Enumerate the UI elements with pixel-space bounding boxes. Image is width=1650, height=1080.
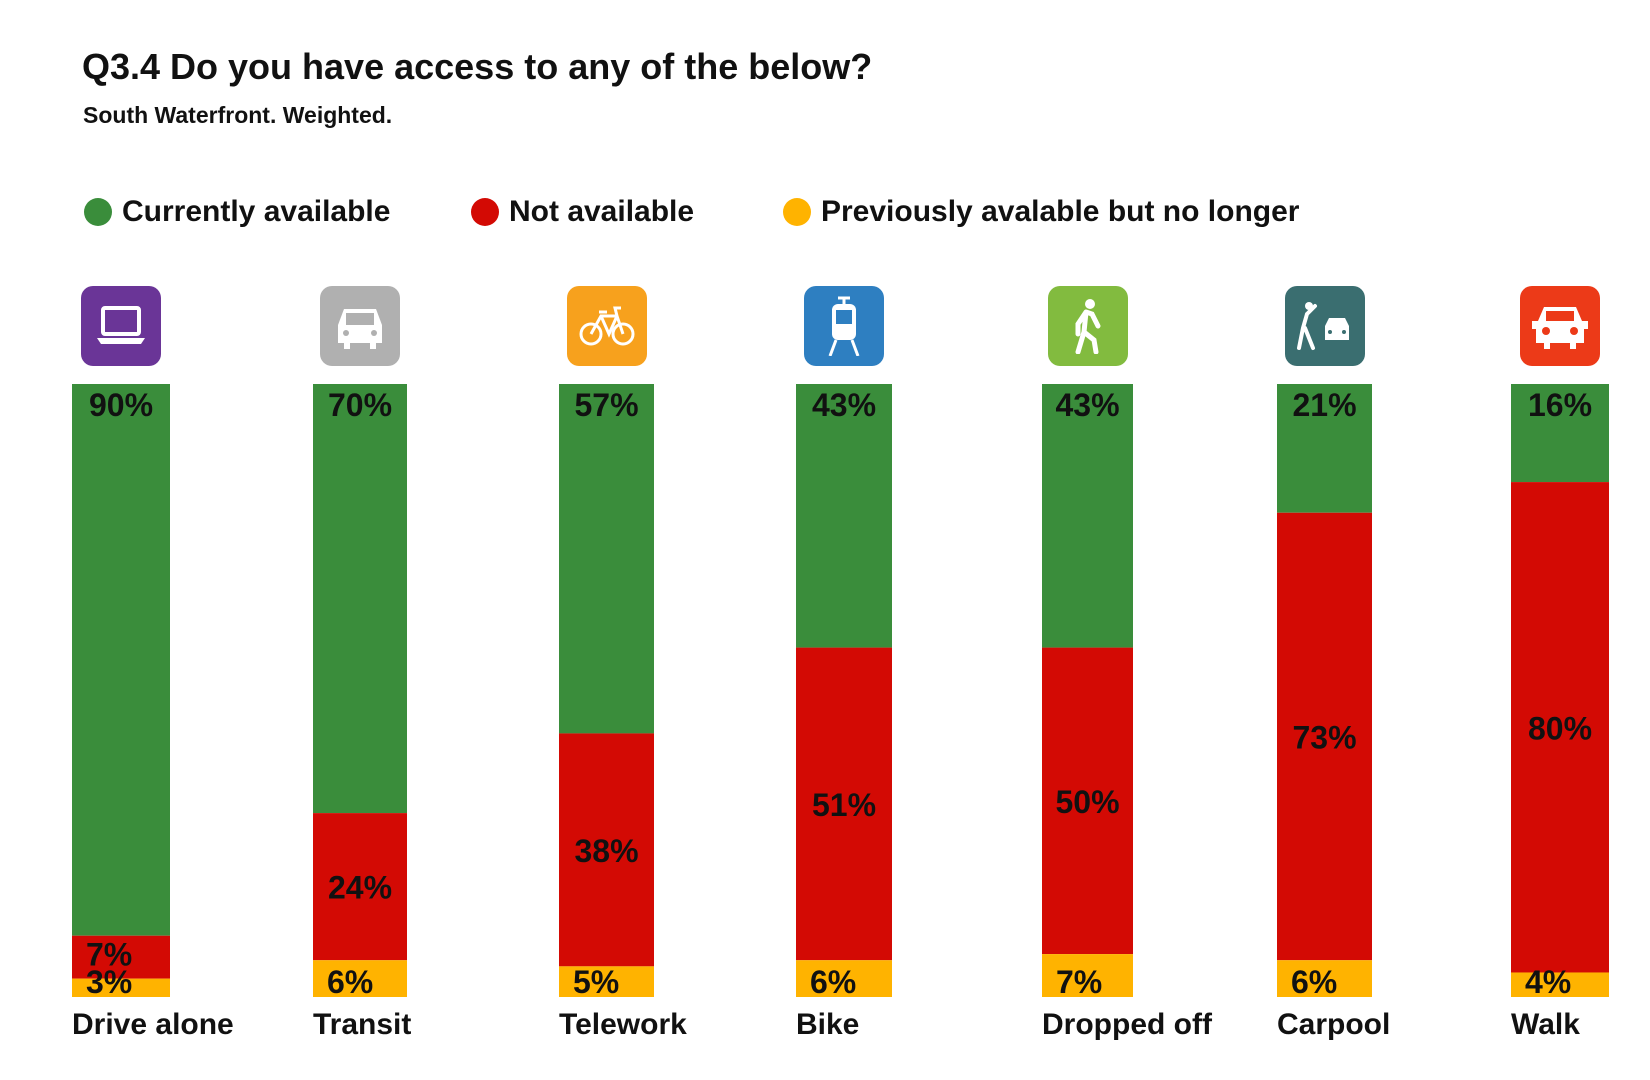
bar-segment [559, 966, 654, 997]
x-tick-label: Drive alone [72, 1008, 234, 1041]
legend-swatch [84, 198, 112, 226]
bar-segment [1511, 384, 1609, 483]
data-label: 7% [86, 937, 132, 973]
legend-label: Previously avalable but no longer [821, 195, 1300, 228]
data-label: 51% [812, 787, 876, 823]
bar-segment [559, 733, 654, 967]
bar-segment [1277, 960, 1372, 997]
bar-segment [1042, 647, 1133, 955]
data-label: 16% [1528, 387, 1592, 423]
laptop-icon [81, 286, 161, 366]
bar-segment [72, 978, 170, 997]
x-tick-label: Walk [1511, 1008, 1580, 1041]
legend-item-not-available: Not available [471, 195, 694, 229]
data-label: 4% [1525, 964, 1571, 1000]
legend-label: Not available [509, 195, 695, 228]
x-tick-label: Bike [796, 1008, 860, 1041]
tram-icon [804, 286, 884, 366]
data-label: 50% [1055, 784, 1119, 820]
bar-segment [1511, 482, 1609, 973]
legend-label: Currently available [122, 195, 391, 228]
x-tick-label: Dropped off [1042, 1008, 1212, 1041]
bar-segment [313, 813, 407, 961]
bar-segment [796, 384, 892, 648]
data-label: 43% [812, 387, 876, 423]
car-icon [320, 286, 400, 366]
data-label: 6% [327, 964, 373, 1000]
legend-swatch [471, 198, 499, 226]
legend-item-currently-available: Currently available [84, 195, 390, 229]
bar-segment [559, 384, 654, 734]
data-label: 5% [573, 964, 619, 1000]
bar-segment [796, 647, 892, 961]
legend-item-previously-available: Previously avalable but no longer [783, 195, 1299, 229]
bar-segment [313, 960, 407, 997]
chart-subtitle: South Waterfront. Weighted. [83, 102, 393, 128]
bar-segment [72, 384, 170, 936]
legend-swatch [783, 198, 811, 226]
pedestrian-icon [1047, 286, 1128, 366]
data-label: 43% [1055, 387, 1119, 423]
x-tick-label: Transit [313, 1008, 412, 1041]
carpool-icon [1284, 286, 1365, 366]
data-label: 24% [328, 870, 392, 906]
bar-segment [1277, 384, 1372, 513]
chart-title: Q3.4 Do you have access to any of the be… [82, 46, 873, 87]
bar-segment [1042, 384, 1133, 648]
bicycle-icon [566, 286, 647, 366]
car-front-icon [1520, 286, 1600, 366]
data-label: 21% [1292, 387, 1356, 423]
bar-segment [1042, 954, 1133, 997]
bar-segment [72, 935, 170, 979]
x-tick-label: Telework [559, 1008, 687, 1041]
data-label: 7% [1056, 964, 1102, 1000]
bar-segment [796, 960, 892, 997]
data-label: 6% [810, 964, 856, 1000]
bar-segment [1511, 972, 1609, 997]
data-label: 6% [1291, 964, 1337, 1000]
data-label: 70% [328, 387, 392, 423]
data-label: 38% [574, 833, 638, 869]
data-label: 57% [574, 387, 638, 423]
data-label: 73% [1292, 719, 1356, 755]
data-label: 3% [86, 964, 132, 1000]
bar-segment [313, 384, 407, 814]
data-label: 90% [89, 387, 153, 423]
bar-segment [1277, 512, 1372, 961]
data-label: 80% [1528, 710, 1592, 746]
x-tick-label: Carpool [1277, 1008, 1391, 1041]
